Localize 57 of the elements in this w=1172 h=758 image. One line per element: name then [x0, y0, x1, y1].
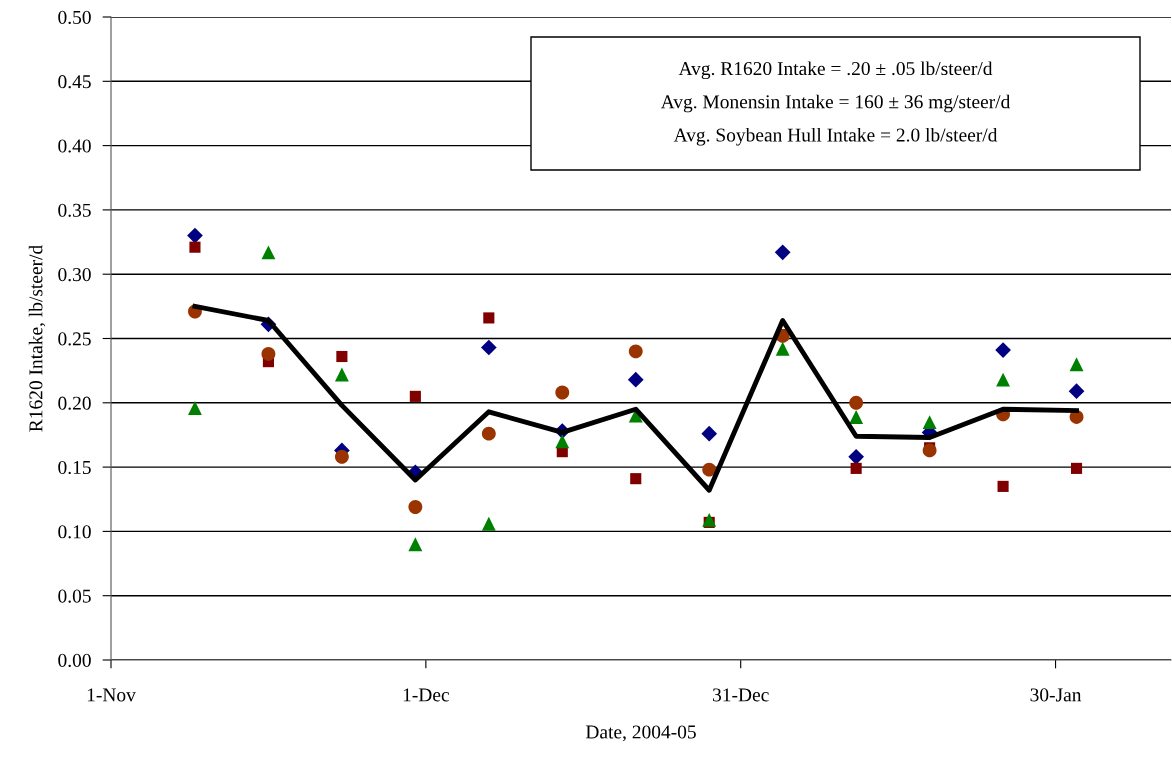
point: [774, 244, 791, 261]
y-tick-label: 0.35: [58, 203, 91, 217]
point: [997, 480, 1009, 492]
point: [627, 371, 644, 388]
point: [555, 385, 570, 400]
x-axis-title: Date, 2004-05: [585, 725, 696, 742]
point: [555, 434, 570, 449]
point: [701, 425, 718, 442]
point: [922, 443, 937, 458]
point: [702, 462, 717, 477]
point: [189, 241, 201, 253]
x-tick-label: 1-Nov: [87, 688, 136, 702]
point: [850, 462, 862, 474]
point: [483, 312, 495, 324]
x-tick-label: 31-Dec: [713, 688, 769, 702]
point: [334, 449, 349, 464]
y-tick-label: 0.00: [58, 653, 91, 668]
point: [1070, 462, 1083, 474]
point: [848, 448, 865, 465]
point: [481, 426, 496, 441]
point: [1069, 357, 1084, 372]
point: [628, 344, 643, 359]
y-tick-label: 0.10: [58, 525, 91, 539]
point: [995, 342, 1011, 358]
point: [849, 395, 864, 410]
y-tick-label: 0.15: [58, 460, 91, 475]
y-tick-label: 0.25: [58, 332, 91, 346]
point: [480, 339, 497, 356]
annotation: Avg. R1620 Intake = .20 ± .05 lb/steer/d: [678, 61, 993, 80]
point: [1068, 383, 1085, 400]
y-tick-label: 0.20: [58, 396, 91, 410]
point: [334, 367, 349, 382]
point: [702, 512, 717, 527]
point: [188, 401, 202, 415]
point: [261, 346, 276, 361]
point: [409, 390, 421, 402]
x-tick-label: 1-Dec: [403, 688, 449, 702]
y-axis-title: R1620 Intake, lb/steer/d: [28, 245, 46, 432]
point: [187, 227, 203, 244]
y-tick-label: 0.40: [58, 139, 91, 153]
annotation: Avg. Soybean Hull Intake = 2.0 lb/steer/d: [673, 127, 998, 146]
point: [336, 350, 348, 363]
y-tick-label: 0.05: [58, 589, 91, 603]
x-tick-label: 30-Jan: [1030, 688, 1082, 702]
y-tick-label: 0.45: [58, 75, 91, 89]
point: [630, 473, 642, 485]
point: [996, 372, 1011, 387]
y-tick-label: 0.50: [58, 10, 91, 25]
point: [922, 415, 937, 430]
point: [261, 245, 276, 260]
annotation: Avg. Monensin Intake = 160 ± 36 mg/steer/d: [660, 94, 1011, 113]
point: [408, 537, 423, 552]
y-tick-label: 0.30: [58, 268, 91, 282]
point: [408, 500, 423, 514]
point: [849, 410, 864, 424]
point: [481, 516, 496, 531]
point: [775, 341, 790, 356]
